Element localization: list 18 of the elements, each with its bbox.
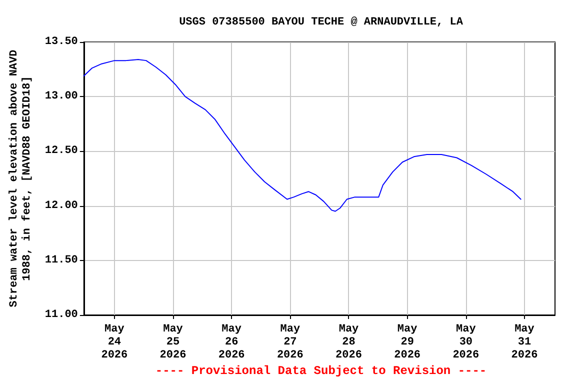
y-tick-label: 11.50 xyxy=(44,254,78,266)
y-tick-label: 12.50 xyxy=(44,145,78,158)
y-tick-label: 11.00 xyxy=(44,309,78,321)
line-series xyxy=(83,58,522,212)
x-tick-label: May 24 2026 xyxy=(101,324,128,362)
text: ---- Provisional Data Subject to Revision ---- xyxy=(155,364,487,378)
x-tick-label: May 28 2026 xyxy=(336,324,362,362)
x-tick-label: May 27 2026 xyxy=(276,324,304,362)
y-tick-label: 13.50 xyxy=(44,36,78,48)
x-tick-label: May 30 2026 xyxy=(452,324,480,362)
chart-title: USGS 07385500 BAYOU TECHE @ ARNAUDVILLE, LA xyxy=(179,16,464,28)
y-axis-title: Stream water level elevation above NAVD 1988, in feet, [NAVD88 GEOID18] xyxy=(8,49,34,308)
x-tick-label: May 25 2026 xyxy=(160,324,186,362)
x-tick-label: May 26 2026 xyxy=(218,324,245,362)
y-tick-label: 12.00 xyxy=(44,200,78,212)
x-tick-label: May 29 2026 xyxy=(394,324,421,362)
x-tick-label: May 31 2026 xyxy=(511,324,538,362)
y-tick-label: 13.00 xyxy=(44,90,78,103)
